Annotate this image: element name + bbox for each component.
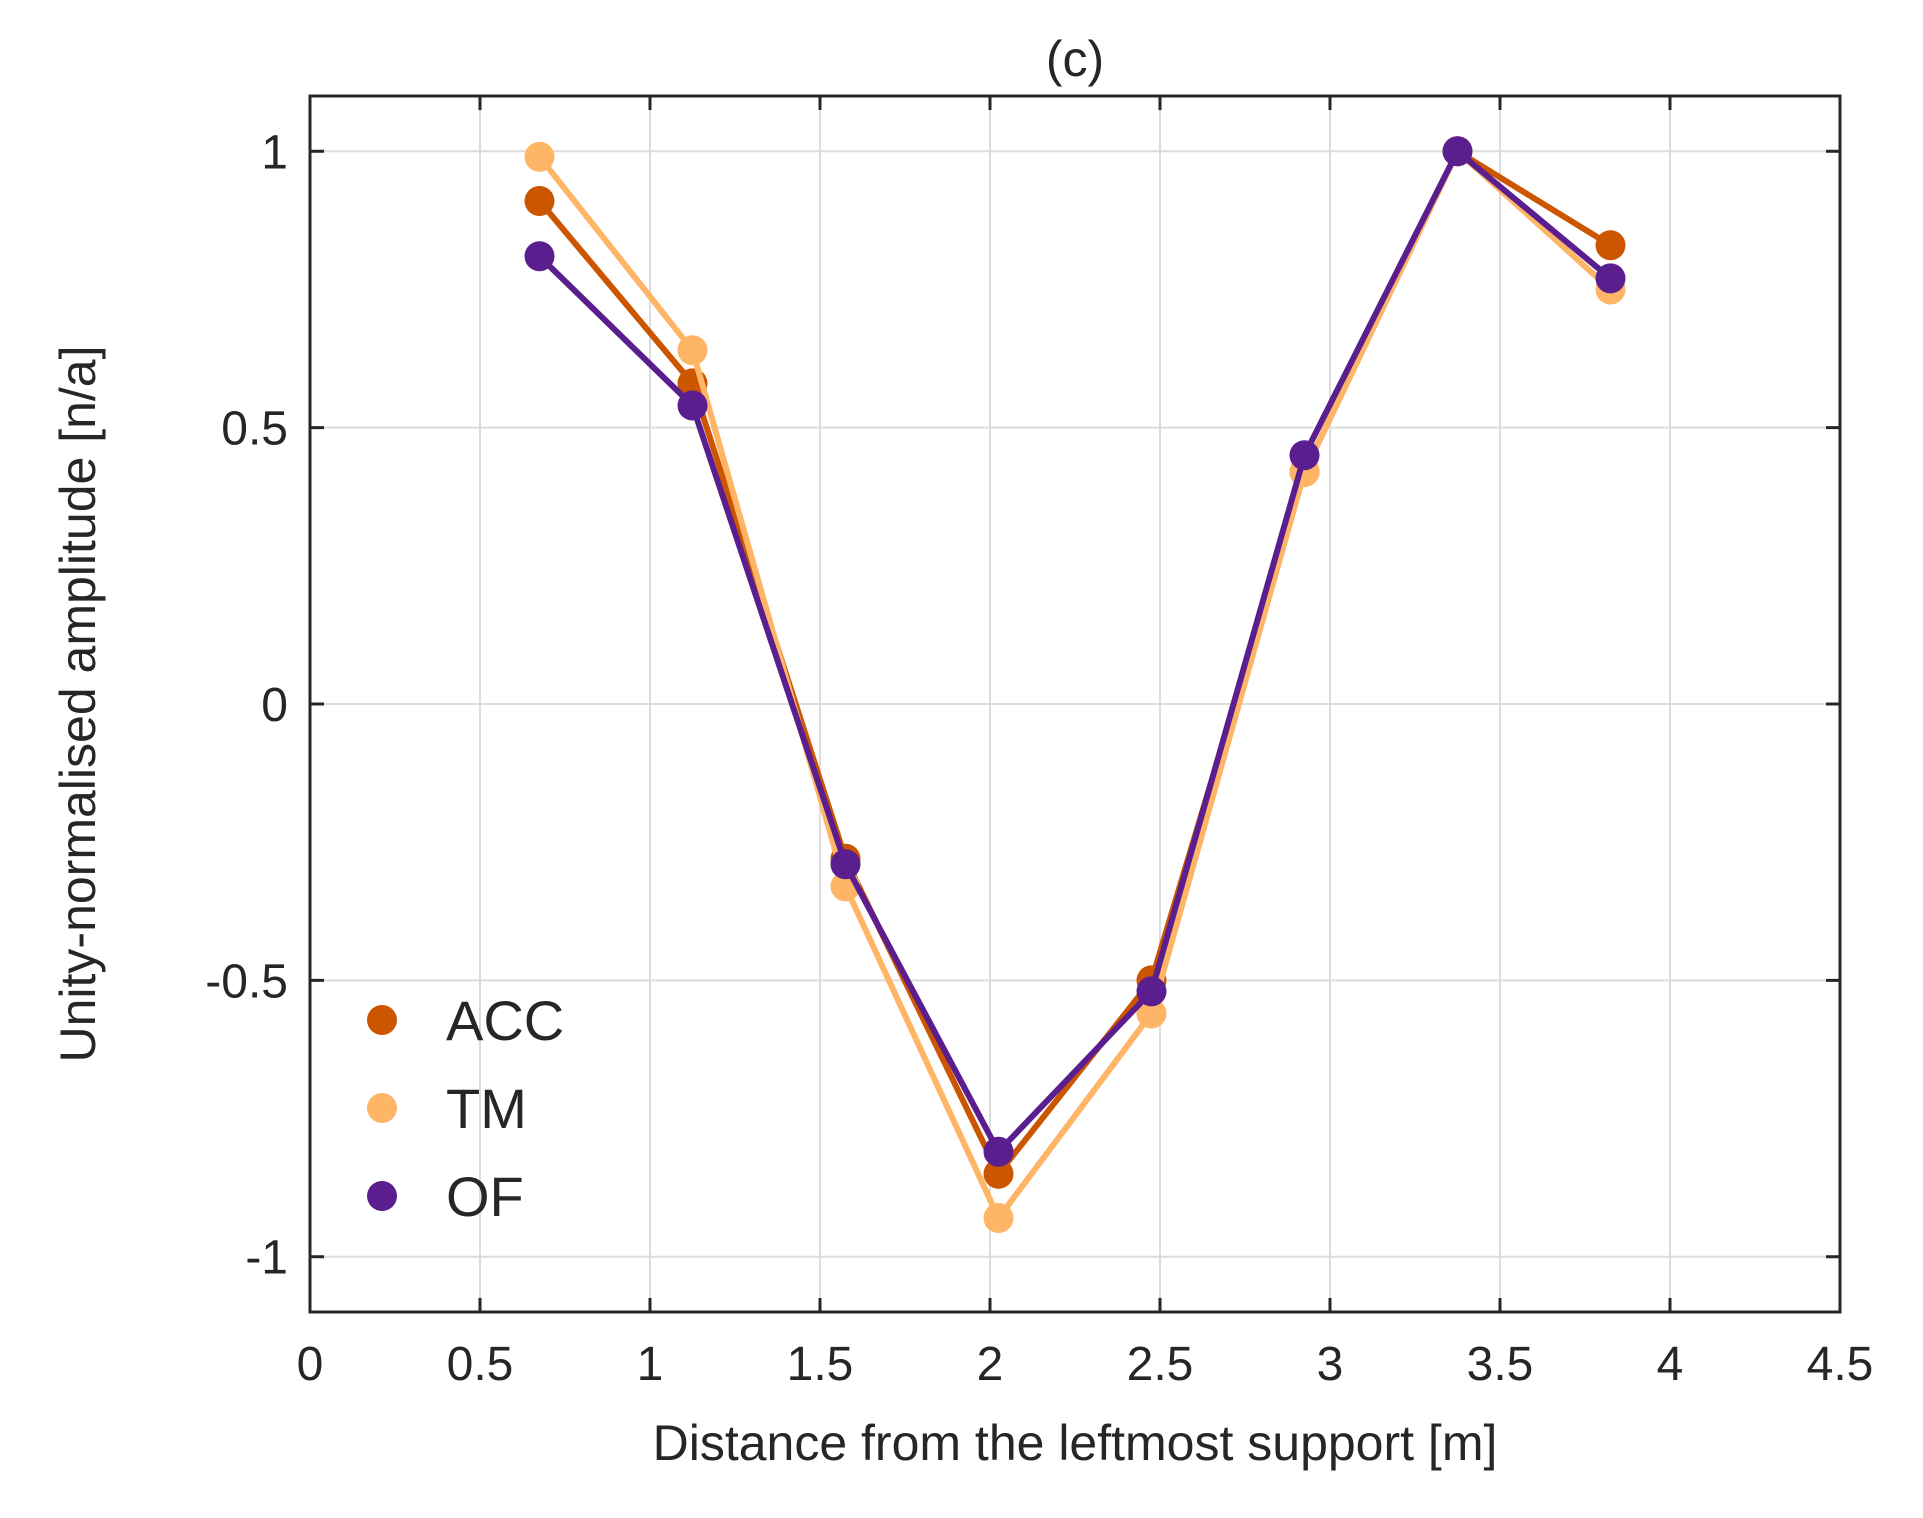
y-tick-label: -1 — [245, 1232, 288, 1285]
data-point-of — [983, 1136, 1014, 1167]
series-group — [524, 136, 1626, 1234]
data-point-of — [1136, 976, 1167, 1007]
legend: ACC TM OF — [367, 989, 564, 1228]
series-acc — [524, 136, 1626, 1189]
x-tick-label: 4 — [1657, 1338, 1684, 1391]
legend-label-acc: ACC — [446, 989, 564, 1052]
series-line-tm — [537, 148, 1613, 1222]
data-point-tm — [524, 141, 555, 172]
chart-title: (c) — [1046, 31, 1104, 87]
data-point-of — [524, 241, 555, 272]
grid — [309, 96, 1841, 1312]
x-tick-label: 0.5 — [447, 1338, 514, 1391]
data-point-of — [830, 849, 861, 880]
legend-label-tm: TM — [446, 1077, 527, 1140]
data-point-of — [1289, 440, 1320, 471]
series-line-of — [537, 148, 1613, 1155]
x-tick-label: 0 — [297, 1338, 324, 1391]
x-tick-label: 4.5 — [1807, 1338, 1874, 1391]
y-tick-label: 1 — [261, 126, 288, 179]
legend-marker-acc — [367, 1005, 397, 1035]
x-tick-label: 2 — [977, 1338, 1004, 1391]
series-line-acc — [537, 148, 1613, 1177]
legend-marker-of — [367, 1181, 397, 1211]
data-point-of — [677, 390, 708, 421]
data-point-of — [1442, 136, 1473, 167]
y-axis-label: Unity-normalised amplitude [n/a] — [50, 346, 106, 1063]
y-tick-label: -0.5 — [205, 955, 288, 1008]
data-point-of — [1595, 263, 1626, 294]
data-point-tm — [1136, 998, 1167, 1029]
x-tick-label: 1 — [637, 1338, 664, 1391]
x-axis-label: Distance from the leftmost support [m] — [653, 1415, 1498, 1471]
y-tick-label: 0 — [261, 679, 288, 732]
legend-marker-tm — [367, 1093, 397, 1123]
legend-label-of: OF — [446, 1165, 524, 1228]
data-point-tm — [983, 1203, 1014, 1234]
data-point-acc — [524, 186, 555, 217]
x-tick-label: 3.5 — [1467, 1338, 1534, 1391]
data-point-acc — [1595, 230, 1626, 261]
series-of — [524, 136, 1626, 1167]
data-point-acc — [983, 1158, 1014, 1189]
x-tick-label: 3 — [1317, 1338, 1344, 1391]
y-tick-label: 0.5 — [221, 403, 288, 456]
data-point-tm — [677, 335, 708, 366]
x-tick-label: 2.5 — [1127, 1338, 1194, 1391]
axis-ticks: 0 0.5 1 1.5 2 2.5 3 3.5 4 4.5 -1 -0.5 0 0.5 1 — [205, 96, 1873, 1391]
x-tick-label: 1.5 — [787, 1338, 854, 1391]
